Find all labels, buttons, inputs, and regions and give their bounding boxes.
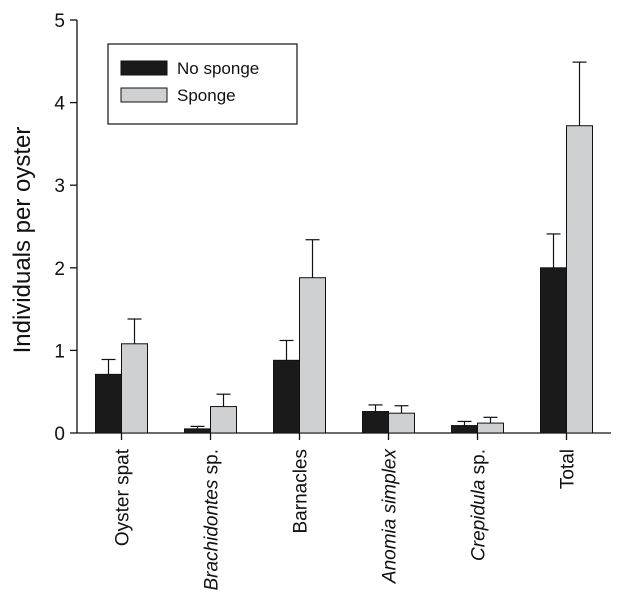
category-label-italic-part: Anomia simplex — [380, 448, 401, 585]
error-bars-group — [101, 61, 587, 429]
y-tick-label: 4 — [54, 94, 65, 115]
bar-sponge-oyster-spat — [121, 343, 148, 434]
y-tick-label: 3 — [54, 176, 65, 197]
y-tick-label: 1 — [54, 341, 65, 362]
legend-swatch-no-sponge — [120, 60, 168, 76]
category-label-barnacles: Barnacles — [291, 449, 312, 534]
y-tick-label: 0 — [54, 424, 65, 445]
category-label-oyster-spat: Oyster spat — [113, 448, 134, 546]
axes-group — [76, 20, 611, 440]
category-label-crepidula-sp: Crepidula sp. — [469, 449, 490, 561]
category-label-italic-part: Crepidula — [469, 480, 490, 561]
legend-box — [107, 43, 298, 125]
bar-sponge-anomia-simplex — [388, 412, 415, 434]
category-labels-group: Oyster spat Brachidontes sp. Barnacles Anom… — [113, 448, 579, 591]
bar-no-sponge-brachidontes-sp — [184, 428, 211, 434]
bar-no-sponge-barnacles — [273, 359, 300, 434]
bar-no-sponge-crepidula-sp — [451, 425, 478, 434]
category-label-plain-part: sp. — [469, 449, 490, 480]
bar-no-sponge-oyster-spat — [95, 373, 122, 434]
bar-sponge-brachidontes-sp — [210, 406, 237, 434]
bar-no-sponge-total — [540, 267, 567, 434]
bar-sponge-crepidula-sp — [477, 422, 504, 434]
bar-sponge-total — [566, 125, 593, 434]
y-tick-label: 5 — [54, 11, 65, 32]
y-axis-title: Individuals per oyster — [9, 127, 36, 354]
y-ticks-group: 0 1 2 3 4 5 — [54, 11, 77, 445]
legend: No sponge Sponge — [107, 43, 298, 125]
category-label-plain-part: Total — [558, 449, 579, 489]
legend-label-sponge: Sponge — [177, 86, 236, 105]
bars-group — [95, 125, 593, 434]
category-label-total: Total — [558, 449, 579, 489]
category-label-italic-part: Brachidontes — [202, 479, 223, 590]
legend-label-no-sponge: No sponge — [177, 59, 259, 78]
y-tick-label: 2 — [54, 259, 65, 280]
bar-sponge-barnacles — [299, 277, 326, 434]
category-label-plain-part: Oyster spat — [113, 448, 134, 546]
category-label-plain-part: sp. — [202, 449, 223, 480]
category-label-anomia-simplex: Anomia simplex — [380, 448, 401, 585]
legend-swatch-sponge — [120, 87, 168, 103]
category-label-plain-part: Barnacles — [291, 449, 312, 534]
category-label-brachidontes-sp: Brachidontes sp. — [202, 449, 223, 591]
bar-no-sponge-anomia-simplex — [362, 411, 389, 434]
